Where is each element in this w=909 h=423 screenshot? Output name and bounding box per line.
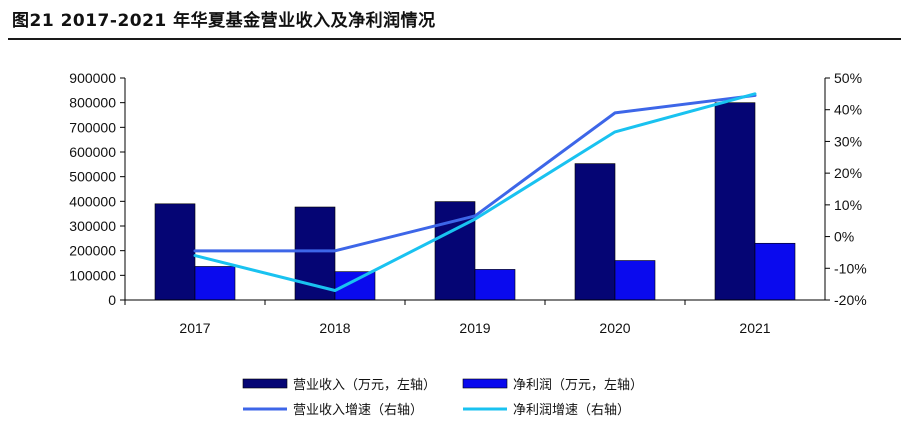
- bar-revenue-2021: [714, 102, 756, 301]
- x-tick-label-2018: 2018: [319, 320, 350, 336]
- bar-net-profit-2019: [474, 269, 516, 301]
- title-rule: [8, 38, 901, 40]
- bar-revenue-2020: [574, 163, 616, 301]
- x-tick-label-2019: 2019: [459, 320, 490, 336]
- left-tick-label: 800000: [69, 95, 116, 111]
- right-tick-label: 20%: [834, 165, 862, 181]
- right-tick-label: 40%: [834, 102, 862, 118]
- left-tick-label: 900000: [69, 70, 116, 86]
- legend-revenue-growth-label: 营业收入增速（右轴）: [293, 403, 423, 418]
- left-tick-label: 600000: [69, 144, 116, 160]
- legend-revenue-label: 营业收入（万元，左轴）: [293, 378, 436, 393]
- left-tick-label: 100000: [69, 267, 116, 283]
- line-net-profit-growth: [193, 92, 757, 292]
- left-tick-label: 0: [108, 292, 116, 308]
- legend-revenue: 营业收入（万元，左轴）: [242, 378, 436, 393]
- lines-layer: [193, 92, 757, 292]
- bar-net-profit-2021: [754, 242, 796, 301]
- bar-net-profit-2017: [194, 266, 236, 301]
- right-tick-label: -10%: [834, 260, 867, 276]
- legend: 营业收入（万元，左轴） 净利润（万元，左轴） 营业收入增速（右轴） 净利润增速（右轴）: [242, 378, 643, 418]
- line-revenue-growth: [193, 93, 757, 253]
- right-tick-label: 0%: [834, 229, 854, 245]
- legend-revenue-swatch: [242, 378, 288, 389]
- left-tick-label: 700000: [69, 119, 116, 135]
- right-tick-label: -20%: [834, 292, 867, 308]
- left-tick-label: 500000: [69, 169, 116, 185]
- left-tick-label: 300000: [69, 218, 116, 234]
- bar-revenue-2017: [154, 203, 196, 301]
- right-tick-label: 50%: [834, 70, 862, 86]
- left-tick-label: 400000: [69, 193, 116, 209]
- legend-revenue-growth: 营业收入增速（右轴）: [243, 403, 423, 418]
- right-tick-label: 30%: [834, 133, 862, 149]
- bars-layer: [154, 102, 796, 301]
- left-tick-label: 200000: [69, 243, 116, 259]
- legend-net-profit-growth: 净利润增速（右轴）: [463, 403, 630, 418]
- legend-net-profit-label: 净利润（万元，左轴）: [513, 378, 643, 393]
- figure-title: 图21 2017-2021 年华夏基金营业收入及净利润情况: [12, 11, 436, 31]
- x-tick-label-2021: 2021: [739, 320, 770, 336]
- x-tick-label-2020: 2020: [599, 320, 630, 336]
- bar-net-profit-2020: [614, 260, 656, 301]
- legend-net-profit-growth-label: 净利润增速（右轴）: [513, 403, 630, 418]
- legend-net-profit: 净利润（万元，左轴）: [462, 378, 643, 393]
- x-tick-label-2017: 2017: [179, 320, 210, 336]
- legend-net-profit-swatch: [462, 378, 508, 389]
- axes-layer: 0 100000 200000 300000 400000 500000 600000 700…: [69, 70, 866, 336]
- right-tick-label: 10%: [834, 197, 862, 213]
